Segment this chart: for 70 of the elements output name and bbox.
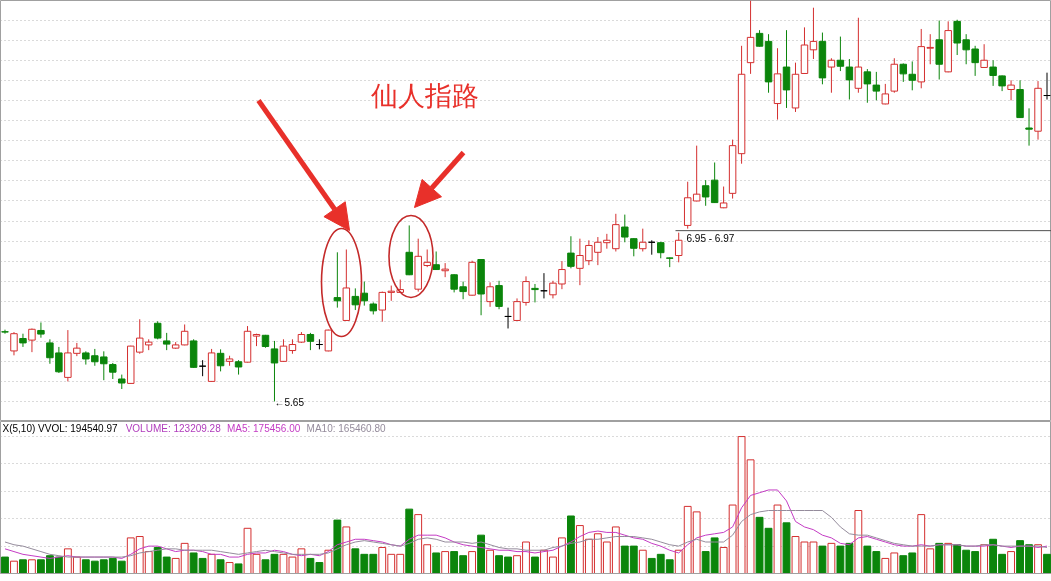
annotation: 仙人指路 (370, 80, 479, 111)
candlestick (881, 83, 890, 105)
text: MA10: 165460.80 (306, 423, 386, 434)
bar (1043, 553, 1051, 574)
candlestick (216, 348, 225, 372)
bar (531, 556, 539, 574)
candlestick (630, 237, 638, 257)
bar (234, 563, 243, 574)
bar (773, 504, 782, 574)
bar (944, 542, 953, 574)
candlestick (809, 7, 818, 60)
bar (980, 544, 989, 574)
candlestick (854, 17, 863, 94)
candlestick (495, 280, 503, 310)
candlestick (980, 43, 988, 69)
candlestick (872, 71, 881, 101)
text: VOLUME: 123209.28 (125, 423, 222, 434)
candlestick (324, 329, 333, 352)
bar (477, 534, 485, 574)
candlestick (845, 58, 854, 101)
candlestick (10, 331, 18, 356)
candlestick (405, 224, 413, 276)
candlestick (486, 281, 494, 308)
bar (935, 542, 944, 574)
bar (10, 560, 18, 574)
bar (468, 551, 477, 574)
candlestick (863, 68, 872, 104)
bar (333, 519, 342, 574)
candlestick (782, 29, 791, 109)
chart-title: X(5,10) VVOL: 194540.97 (2, 423, 119, 434)
bar (1034, 544, 1042, 574)
bar (216, 559, 225, 574)
candlestick (827, 57, 836, 94)
candlestick (279, 338, 288, 363)
bar (854, 510, 863, 574)
candlestick (1007, 79, 1015, 101)
bar (486, 549, 494, 574)
bar (567, 515, 575, 574)
candlestick (351, 287, 360, 311)
bar (225, 562, 234, 574)
bar (1, 556, 9, 574)
candlestick (674, 232, 683, 263)
bar (19, 559, 27, 574)
bar (28, 559, 36, 574)
candlestick (621, 214, 629, 243)
annotation: ←5.65 (274, 397, 305, 408)
candlestick (1, 329, 9, 335)
candlestick (37, 321, 45, 339)
bar (638, 549, 647, 574)
candlestick (333, 251, 342, 309)
text: MA5: 175456.00 (226, 423, 301, 434)
candlestick (989, 59, 997, 87)
bar (405, 508, 414, 574)
candlestick (639, 228, 647, 252)
candlestick (19, 333, 27, 348)
bar (782, 522, 791, 574)
candlestick (567, 235, 575, 269)
bar (1007, 551, 1015, 574)
candlestick (28, 327, 36, 353)
bar (342, 526, 351, 574)
annotation: 6.95 - 6.97 (686, 233, 735, 244)
candlestick (836, 36, 845, 72)
bar (827, 542, 836, 574)
bar (207, 553, 216, 574)
bar (441, 551, 450, 574)
bar (818, 545, 827, 574)
bar (432, 552, 441, 574)
candlestick (432, 251, 440, 271)
candlestick (1025, 107, 1033, 147)
candlestick (531, 283, 539, 303)
